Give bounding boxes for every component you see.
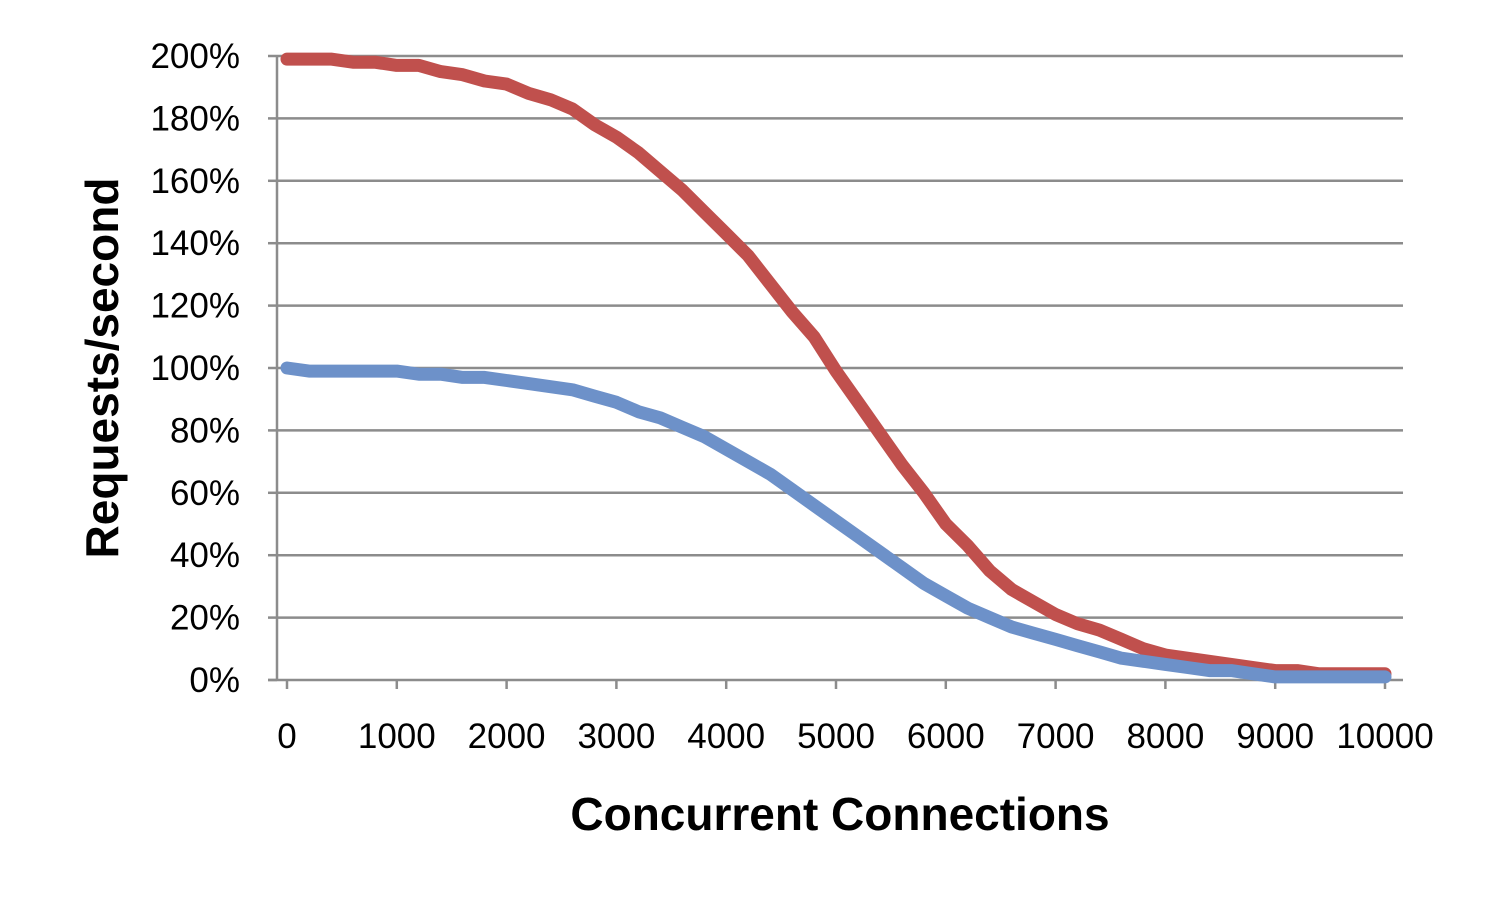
y-tick-label: 120%: [150, 287, 240, 326]
axes: [268, 54, 1403, 689]
x-tick-label: 7000: [1017, 717, 1095, 756]
y-tick-label: 40%: [170, 536, 240, 575]
series-lines: [280, 52, 1392, 684]
y-tick-label: 180%: [150, 99, 240, 138]
gridlines: [277, 54, 1403, 619]
x-tick-label: 4000: [687, 717, 765, 756]
y-tick-label: 60%: [170, 474, 240, 513]
x-tick-label: 5000: [797, 717, 875, 756]
y-tick-label: 140%: [150, 224, 240, 263]
x-tick-label: 2000: [468, 717, 546, 756]
x-tick-label: 1000: [358, 717, 436, 756]
series-line-2: [280, 361, 1392, 684]
y-tick-label: 20%: [170, 599, 240, 638]
y-tick-label: 200%: [150, 37, 240, 76]
y-tick-label: 100%: [150, 349, 240, 388]
series-line-1: [280, 52, 1392, 681]
x-tick-label: 8000: [1126, 717, 1204, 756]
x-tick-label: 9000: [1236, 717, 1314, 756]
y-tick-label: 160%: [150, 162, 240, 201]
x-tick-label: 10000: [1336, 717, 1433, 756]
x-tick-label: 0: [277, 717, 296, 756]
tick-labels: 0% 20% 40% 60% 80% 100% 120% 140% 160% 180% 200% 0 1…: [150, 37, 1433, 756]
x-tick-label: 3000: [577, 717, 655, 756]
y-tick-label: 0%: [189, 661, 240, 700]
y-axis-title: Requests/second: [76, 178, 128, 559]
x-axis-title: Concurrent Connections: [570, 788, 1109, 840]
x-tick-label: 6000: [907, 717, 985, 756]
y-tick-label: 80%: [170, 411, 240, 450]
